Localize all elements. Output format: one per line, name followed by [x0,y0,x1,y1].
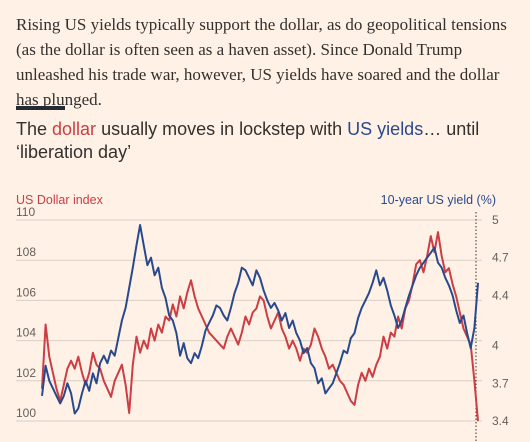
right-tick-label: 5 [492,213,499,227]
left-tick-label: 104 [16,326,36,340]
left-tick-label: 100 [16,406,36,420]
left-tick-label: 110 [16,205,35,219]
headline-part2: usually moves in lockstep with [96,119,348,139]
left-tick-label: 102 [16,366,36,380]
left-tick-label: 108 [16,245,36,259]
headline-yields: US yields [347,119,424,139]
right-tick-label: 3.7 [492,376,509,390]
headline-part3: … until ‘liberation day’ [16,119,480,162]
article-paragraph: Rising US yields typically support the d… [16,15,507,109]
left-tick-label: 106 [16,285,36,299]
yields-line [41,224,479,415]
headline-part1: The [16,119,53,139]
right-tick-label: 4 [492,339,499,353]
headline-dollar: dollar [52,119,97,139]
headline-rule [16,106,65,110]
right-axis-title: 10-year US yield (%) [380,193,496,207]
left-axis-title: US Dollar index [16,193,103,207]
right-tick-label: 3.4 [492,414,509,428]
right-tick-label: 4.4 [492,288,509,302]
right-tick-label: 4.7 [492,251,509,265]
chart-headline: The dollar usually moves in lockstep wit… [16,118,516,164]
